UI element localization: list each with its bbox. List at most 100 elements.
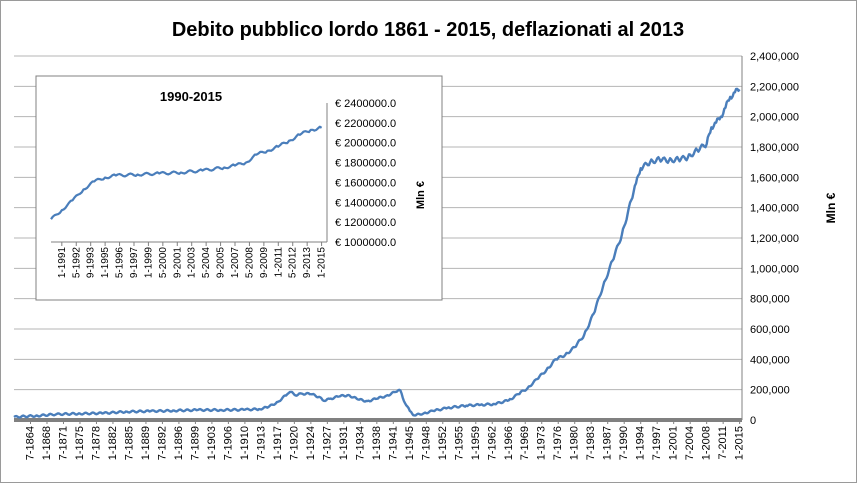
x-tick-label: 5-2004 (201, 247, 212, 279)
x-tick-label: 5-2008 (244, 247, 255, 279)
y-tick-label: € 1400000.0 (335, 197, 396, 209)
main-y-axis-label: Mln € (824, 192, 838, 223)
x-tick-label: 1-1896 (173, 426, 185, 460)
x-tick-label: 7-2004 (684, 426, 696, 460)
inset-x-tick-labels: 1-1991 5-1992 9-1993 1-1995 5-1996 9-1997 1-19… (51, 241, 328, 279)
x-tick-label: 1-2015 (317, 247, 328, 279)
y-tick-label: € 2200000.0 (335, 118, 396, 130)
y-tick-label: € 2000000.0 (335, 138, 396, 150)
x-tick-label: 7-1955 (453, 426, 465, 460)
x-tick-label: 7-2011 (717, 426, 729, 459)
inset-chart: 1990-2015 € 1000000.0 € 1200000.0 € 140000… (35, 75, 443, 301)
x-tick-label: 7-1997 (651, 426, 663, 460)
x-tick-label: 1-1917 (272, 426, 284, 460)
x-tick-label: 1-1995 (100, 247, 111, 279)
y-tick-label: € 1200000.0 (335, 217, 396, 229)
x-tick-label: 1-1952 (437, 426, 449, 460)
y-tick-label: 1,200,000 (750, 233, 799, 245)
x-tick-label: 1-1987 (602, 426, 614, 460)
x-tick-label: 7-1983 (585, 426, 597, 460)
x-tick-label: 1-1889 (140, 426, 152, 460)
x-tick-label: 1-2007 (230, 247, 241, 279)
x-tick-label: 7-1941 (387, 426, 399, 460)
x-tick-label: 7-1906 (222, 426, 234, 460)
x-tick-label: 1-2008 (701, 426, 713, 460)
x-tick-label: 1-1875 (74, 426, 86, 460)
inset-y-axis-label: Mln € (415, 181, 427, 209)
y-tick-label: € 1800000.0 (335, 158, 396, 170)
y-tick-label: 600,000 (750, 324, 790, 336)
x-tick-label: 1-1991 (57, 247, 68, 279)
x-tick-label: 5-1996 (115, 247, 126, 279)
y-tick-label: 200,000 (750, 385, 790, 397)
x-tick-label: 7-1976 (552, 426, 564, 460)
y-tick-label: 2,200,000 (750, 81, 799, 93)
x-tick-label: 1-1938 (371, 426, 383, 460)
x-tick-label: 7-1864 (24, 426, 36, 460)
x-tick-label: 9-2009 (259, 247, 270, 279)
x-tick-label: 7-1892 (156, 426, 168, 460)
x-tick-label: 7-1878 (90, 426, 102, 460)
x-tick-label: 7-1913 (255, 426, 267, 460)
x-tick-label: 1-1959 (470, 426, 482, 460)
main-series-group (13, 87, 741, 419)
y-tick-label: 1,800,000 (750, 142, 799, 154)
x-tick-label: 1-1868 (41, 426, 53, 460)
y-tick-label: € 1600000.0 (335, 177, 396, 189)
y-tick-label: 1,000,000 (750, 263, 799, 275)
x-tick-label: 9-2013 (302, 247, 313, 279)
x-tick-label: 1-2001 (668, 426, 680, 460)
x-tick-label: 1-1931 (338, 426, 350, 460)
x-tick-label: 1-1945 (404, 426, 416, 460)
x-tick-label: 1-1994 (635, 426, 647, 460)
x-tick-label: 1-1966 (503, 426, 515, 460)
x-tick-label: 1-1882 (107, 426, 119, 460)
x-tick-label: 9-1993 (86, 247, 97, 279)
x-tick-label: 5-2012 (288, 247, 299, 279)
x-tick-label: 1-2015 (734, 426, 746, 460)
x-tick-label: 1-1980 (569, 426, 581, 460)
x-tick-label: 7-1962 (486, 426, 498, 460)
x-tick-label: 7-1927 (321, 426, 333, 460)
x-tick-label: 7-1885 (123, 426, 135, 460)
x-tick-label: 1-2003 (187, 247, 198, 279)
x-tick-label: 7-1934 (354, 426, 366, 460)
y-tick-label: 2,000,000 (750, 112, 799, 124)
series-line (13, 87, 741, 419)
x-tick-label: 1-1973 (536, 426, 548, 460)
y-tick-label: € 2400000.0 (335, 98, 396, 110)
x-tick-label: 9-2005 (216, 247, 227, 279)
x-tick-label: 7-1990 (618, 426, 630, 460)
inset-chart-title: 1990-2015 (160, 89, 222, 104)
x-tick-label: 1-1999 (143, 247, 154, 279)
x-tick-label: 1-1924 (305, 426, 317, 460)
main-chart-title: Debito pubblico lordo 1861 - 2015, defla… (172, 19, 684, 41)
inset-background (35, 75, 443, 301)
x-tick-label: 5-2000 (158, 247, 169, 279)
inset-series-group (50, 125, 323, 220)
series-line (50, 125, 323, 220)
y-tick-label: 800,000 (750, 294, 790, 306)
x-tick-label: 1-2011 (273, 247, 284, 278)
x-tick-label: 9-2001 (172, 247, 183, 279)
x-tick-label: 1-1903 (206, 426, 218, 460)
y-tick-label: 1,400,000 (750, 203, 799, 215)
x-tick-label: 1-1910 (239, 426, 251, 460)
x-tick-label: 7-1871 (57, 426, 69, 460)
y-tick-label: 400,000 (750, 354, 790, 366)
y-tick-label: 2,400,000 (750, 51, 799, 63)
x-tick-label: 7-1899 (189, 426, 201, 460)
y-tick-label: € 1000000.0 (335, 237, 396, 249)
main-y-tick-labels: 0 200,000 400,000 600,000 800,000 1,000,000 1,… (741, 51, 799, 427)
y-tick-label: 1,600,000 (750, 172, 799, 184)
y-tick-label: 0 (750, 415, 756, 427)
inset-y-tick-labels: € 1000000.0 € 1200000.0 € 1400000.0 € 16000… (326, 98, 396, 249)
x-tick-label: 7-1969 (519, 426, 531, 460)
x-tick-label: 5-1992 (71, 247, 82, 279)
x-tick-label: 7-1948 (420, 426, 432, 460)
x-tick-label: 9-1997 (129, 247, 140, 279)
main-x-tick-labels: 7-1864 1-1868 7-1871 1-1875 7-1878 1-1882 7-18… (14, 418, 746, 460)
x-tick-label: 7-1920 (288, 426, 300, 460)
